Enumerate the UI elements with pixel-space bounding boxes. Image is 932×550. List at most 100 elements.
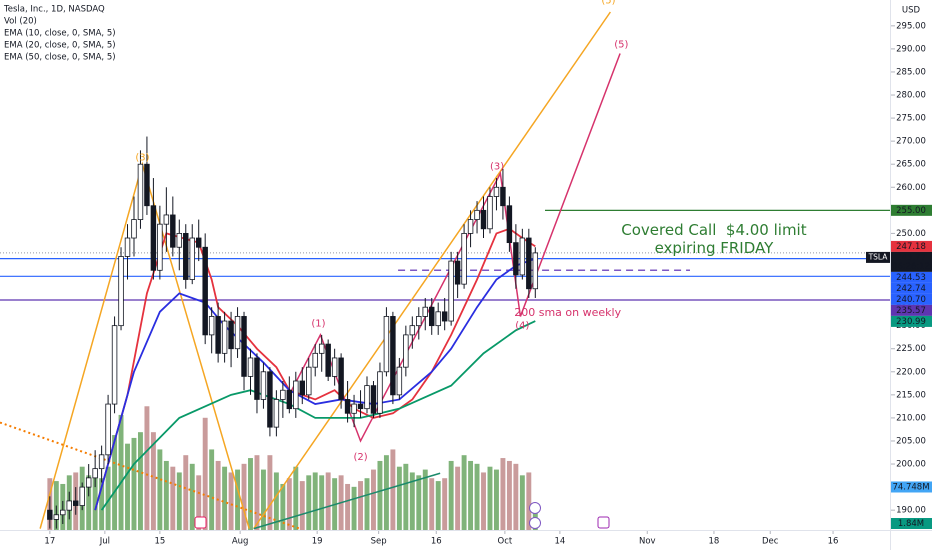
volume-bar	[99, 478, 105, 530]
volume-bar	[403, 463, 409, 530]
candle-body	[247, 357, 254, 377]
price-label-box	[891, 293, 932, 305]
x-tick-label: 18	[709, 537, 720, 547]
candle-body	[150, 205, 157, 271]
price-label: 242.74	[896, 284, 926, 294]
x-tick-label: Jul	[99, 537, 110, 547]
earnings-icon[interactable]	[194, 516, 207, 529]
price-label-box	[891, 315, 932, 327]
earnings-icon[interactable]	[597, 516, 610, 529]
symbol-tag: TSLA	[868, 252, 889, 261]
candle-body	[299, 380, 306, 396]
y-tick-label: 270.00	[896, 137, 926, 147]
annotation: (1)	[311, 318, 325, 329]
candle-body	[60, 509, 66, 516]
y-tick-label: 295.00	[896, 21, 926, 31]
volume-bar	[254, 455, 260, 530]
candle-body	[526, 237, 532, 290]
volume-bar	[280, 483, 286, 530]
volume-bar	[371, 469, 376, 530]
candle-body	[170, 214, 176, 248]
volume-bar	[435, 481, 441, 530]
volume-bar	[422, 469, 428, 530]
price-label-box	[891, 251, 932, 272]
candle-body	[98, 454, 105, 470]
candle-body	[416, 316, 422, 327]
candle-body	[53, 514, 60, 520]
candle-body	[403, 334, 409, 368]
volume-bar	[383, 455, 389, 530]
y-tick-label: 210.00	[896, 413, 926, 423]
volume-bar	[202, 417, 208, 530]
volume-bar	[228, 472, 234, 530]
candle-body	[448, 260, 454, 322]
candle-body	[228, 320, 234, 350]
volume-bar	[150, 432, 156, 530]
candle-body	[47, 509, 53, 520]
candle-body	[79, 486, 85, 506]
candle-body	[519, 237, 526, 276]
candle-body	[312, 352, 318, 368]
x-tick-label: 16	[828, 537, 839, 547]
candle-body	[73, 500, 79, 506]
volume-bar	[461, 455, 467, 530]
x-tick-label: 15	[154, 537, 165, 547]
volume-bar	[267, 455, 273, 530]
candle-body	[293, 380, 299, 410]
volume-bar	[390, 449, 396, 530]
volume-bar	[364, 478, 370, 530]
price-label: 244.53	[896, 273, 926, 283]
y-tick-label: 225.00	[896, 344, 926, 354]
y-tick-label: 265.00	[896, 160, 926, 170]
volume-bar	[358, 481, 363, 530]
volume-bar	[92, 469, 98, 530]
y-tick-label: 260.00	[896, 183, 926, 193]
volume-bar	[526, 472, 532, 530]
drawing	[253, 472, 441, 530]
price-label-box	[891, 240, 932, 252]
annotation: (5)	[601, 0, 615, 6]
volume-bar	[506, 460, 512, 530]
volume-bar	[519, 475, 525, 530]
volume-bar	[474, 463, 480, 530]
candle-body	[532, 252, 539, 290]
volume-bar	[196, 475, 202, 530]
y-tick-label: 275.00	[896, 114, 926, 124]
candle-body	[396, 366, 403, 396]
volume-bar	[235, 469, 241, 530]
x-tick-label: 19	[312, 537, 323, 547]
price-label: 247.18	[896, 242, 926, 252]
candle-body	[124, 237, 131, 257]
volume-label-box	[891, 518, 932, 529]
volume-bar	[273, 472, 279, 530]
y-tick-label: 200.00	[896, 460, 926, 470]
volume-bar	[176, 472, 182, 530]
volume-bar	[396, 466, 402, 530]
candle-body	[241, 316, 247, 377]
candle-body	[163, 214, 170, 225]
drawing	[253, 11, 611, 530]
volume-bar	[481, 472, 486, 530]
volume-bar	[163, 460, 169, 530]
candle-body	[493, 186, 500, 197]
volume-label: 1.84M	[898, 519, 924, 529]
annotation: (3)	[490, 162, 504, 173]
candle-body	[318, 343, 325, 354]
candle-body	[306, 366, 312, 396]
x-tick-label: 14	[554, 537, 565, 547]
event-icon[interactable]	[529, 517, 541, 529]
candle-body	[85, 477, 92, 488]
annotation: 200 sma on weekly	[514, 306, 621, 319]
event-icon[interactable]	[529, 502, 541, 514]
candle-body	[351, 403, 357, 414]
candle-body	[137, 163, 144, 220]
candle-body	[144, 163, 150, 207]
annotation: (4)	[515, 321, 529, 332]
price-label-box	[891, 204, 932, 216]
volume-bar	[170, 466, 176, 530]
volume-bar	[493, 469, 499, 530]
price-label-box	[891, 271, 932, 283]
x-tick-label: Dec	[762, 537, 779, 547]
volume-bar	[319, 475, 325, 530]
